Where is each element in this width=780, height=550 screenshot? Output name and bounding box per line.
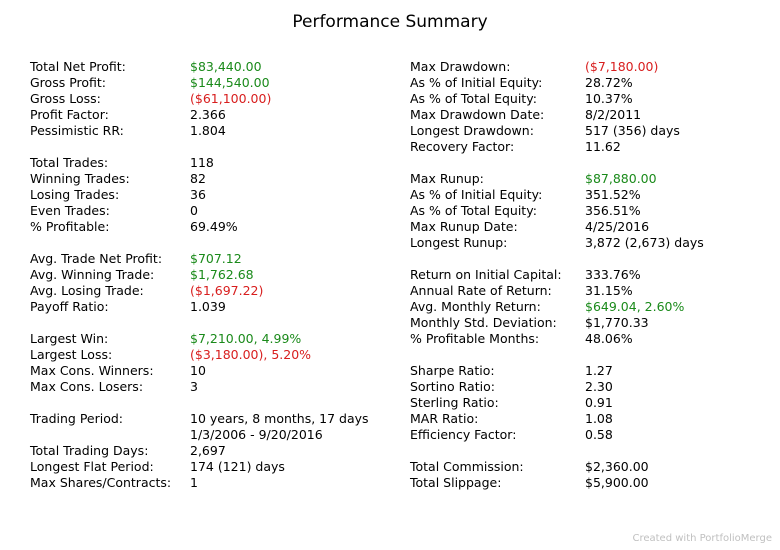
- stat-label: As % of Initial Equity:: [410, 187, 543, 202]
- stat-label: Max Cons. Winners:: [30, 363, 154, 378]
- stat-label: Total Trades:: [30, 155, 109, 170]
- stat-value: 1.08: [585, 411, 613, 426]
- stat-value: $1,770.33: [585, 315, 649, 330]
- stat-label: Recovery Factor:: [410, 139, 515, 154]
- stat-label: Sharpe Ratio:: [410, 363, 495, 378]
- stat-label: Avg. Trade Net Profit:: [30, 251, 163, 266]
- stat-label: Avg. Losing Trade:: [30, 283, 144, 298]
- stat-value: $707.12: [190, 251, 242, 266]
- stat-label: Max Runup Date:: [410, 219, 518, 234]
- stat-label: Pessimistic RR:: [30, 123, 124, 138]
- stat-label: MAR Ratio:: [410, 411, 479, 426]
- stat-value: 31.15%: [585, 283, 633, 298]
- stat-label: Largest Loss:: [30, 347, 113, 362]
- stat-label: Largest Win:: [30, 331, 109, 346]
- stat-label: Sortino Ratio:: [410, 379, 495, 394]
- stat-value: 2,697: [190, 443, 226, 458]
- stat-label: Total Net Profit:: [30, 59, 126, 74]
- stat-value: 3,872 (2,673) days: [585, 235, 704, 250]
- stat-value: 333.76%: [585, 267, 641, 282]
- stat-value: $7,210.00, 4.99%: [190, 331, 302, 346]
- stat-value: $83,440.00: [190, 59, 262, 74]
- stat-value: 1.039: [190, 299, 226, 314]
- stat-value: 8/2/2011: [585, 107, 642, 122]
- stat-label: Monthly Std. Deviation:: [410, 315, 557, 330]
- stat-label: Losing Trades:: [30, 187, 120, 202]
- stat-value: $5,900.00: [585, 475, 649, 490]
- stat-label: Total Trading Days:: [30, 443, 149, 458]
- stat-value: 1: [190, 475, 198, 490]
- stat-value: ($61,100.00): [190, 91, 272, 106]
- stat-value: $87,880.00: [585, 171, 657, 186]
- stat-label: Longest Flat Period:: [30, 459, 154, 474]
- stat-value: 517 (356) days: [585, 123, 680, 138]
- stat-label: Avg. Monthly Return:: [410, 299, 541, 314]
- stat-label: Gross Loss:: [30, 91, 101, 106]
- stat-label: Even Trades:: [30, 203, 110, 218]
- stat-label: Payoff Ratio:: [30, 299, 109, 314]
- stat-label: Max Drawdown:: [410, 59, 511, 74]
- stat-label: As % of Total Equity:: [410, 203, 537, 218]
- stat-value: 118: [190, 155, 214, 170]
- stat-label: Longest Drawdown:: [410, 123, 534, 138]
- stat-label: Max Shares/Contracts:: [30, 475, 172, 490]
- stat-value: 3: [190, 379, 198, 394]
- stat-label: Max Cons. Losers:: [30, 379, 144, 394]
- stat-value: $649.04, 2.60%: [585, 299, 685, 314]
- stat-value: $2,360.00: [585, 459, 649, 474]
- stat-label: Total Commission:: [410, 459, 524, 474]
- stat-value: $144,540.00: [190, 75, 270, 90]
- stat-value: 10.37%: [585, 91, 633, 106]
- stat-value: 0.58: [585, 427, 613, 442]
- stat-label: Return on Initial Capital:: [410, 267, 562, 282]
- stat-value: 4/25/2016: [585, 219, 650, 234]
- stat-value: $1,762.68: [190, 267, 254, 282]
- stat-value: 48.06%: [585, 331, 633, 346]
- stat-label: Gross Profit:: [30, 75, 107, 90]
- stat-value: ($3,180.00), 5.20%: [190, 347, 312, 362]
- stat-value: 82: [190, 171, 206, 186]
- stat-value: 174 (121) days: [190, 459, 285, 474]
- stat-label: Longest Runup:: [410, 235, 508, 250]
- stat-label: % Profitable:: [30, 219, 110, 234]
- stat-value: 10: [190, 363, 206, 378]
- stat-value: ($7,180.00): [585, 59, 659, 74]
- stat-value: 10 years, 8 months, 17 days: [190, 411, 369, 426]
- stat-label: Profit Factor:: [30, 107, 109, 122]
- stat-label: Max Runup:: [410, 171, 484, 186]
- stat-label: Annual Rate of Return:: [410, 283, 552, 298]
- stat-label: % Profitable Months:: [410, 331, 540, 346]
- stat-value: 2.30: [585, 379, 613, 394]
- stat-value: 1.27: [585, 363, 613, 378]
- stat-value: ($1,697.22): [190, 283, 264, 298]
- stat-value: 351.52%: [585, 187, 641, 202]
- page-title: Performance Summary: [292, 12, 488, 32]
- stat-value: 356.51%: [585, 203, 641, 218]
- stat-value: 2.366: [190, 107, 226, 122]
- stat-label: Winning Trades:: [30, 171, 130, 186]
- stat-label: Sterling Ratio:: [410, 395, 499, 410]
- stat-value: 1/3/2006 - 9/20/2016: [190, 427, 323, 442]
- stat-label: As % of Total Equity:: [410, 91, 537, 106]
- stat-value: 0: [190, 203, 198, 218]
- stat-label: Total Slippage:: [410, 475, 502, 490]
- stat-label: Efficiency Factor:: [410, 427, 517, 442]
- stat-label: Max Drawdown Date:: [410, 107, 545, 122]
- footer-credit: Created with PortfolioMerge: [632, 533, 772, 544]
- stat-value: 11.62: [585, 139, 621, 154]
- stat-label: As % of Initial Equity:: [410, 75, 543, 90]
- stat-label: Trading Period:: [30, 411, 124, 426]
- stat-value: 69.49%: [190, 219, 238, 234]
- stat-label: Avg. Winning Trade:: [30, 267, 155, 282]
- stat-value: 1.804: [190, 123, 226, 138]
- stat-value: 0.91: [585, 395, 613, 410]
- stat-value: 36: [190, 187, 206, 202]
- stat-value: 28.72%: [585, 75, 633, 90]
